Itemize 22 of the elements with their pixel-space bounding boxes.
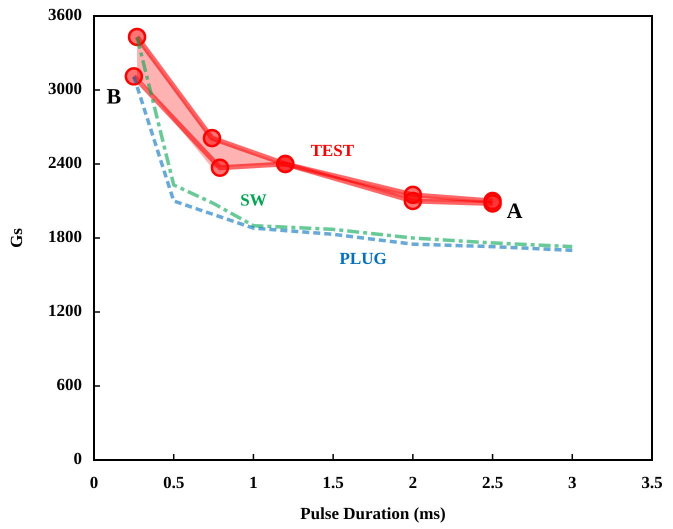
x-tick-label: 1.5 — [322, 473, 344, 492]
y-tick-label: 3600 — [48, 4, 82, 24]
series-label: TEST — [310, 140, 355, 160]
y-tick-label: 1800 — [48, 226, 82, 246]
series-label: SW — [240, 190, 267, 210]
x-tick-label: 3.5 — [641, 473, 663, 492]
y-axis-title: Gs — [7, 228, 26, 248]
y-tick-label: 3000 — [48, 78, 82, 98]
x-tick-label: 2.5 — [482, 473, 504, 492]
y-tick-label: 0 — [74, 448, 82, 468]
annotation: A — [506, 198, 523, 224]
x-tick-label: 3 — [568, 473, 577, 492]
x-tick-label: 0.5 — [163, 473, 184, 492]
y-tick-label: 600 — [56, 374, 82, 394]
x-tick-label: 1 — [249, 473, 258, 492]
x-axis-title: Pulse Duration (ms) — [300, 504, 446, 523]
y-tick-label: 2400 — [48, 152, 82, 172]
y-tick-label: 1200 — [48, 300, 82, 320]
x-tick-label: 0 — [90, 473, 98, 492]
series-label: PLUG — [340, 249, 387, 268]
annotation: B — [106, 83, 122, 108]
x-tick-label: 2 — [408, 473, 418, 492]
